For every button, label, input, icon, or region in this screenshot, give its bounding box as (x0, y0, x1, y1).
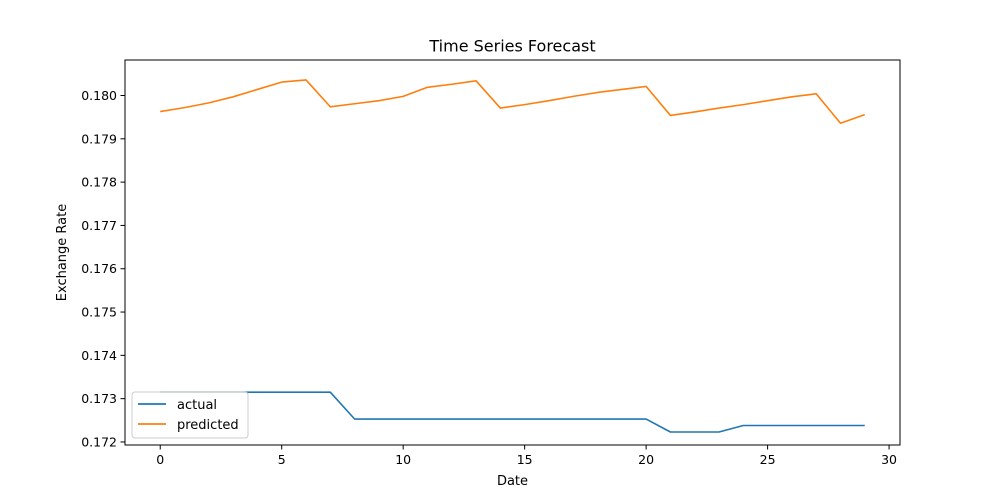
y-tick-label: 0.172 (81, 434, 117, 449)
axes-frame (124, 59, 901, 446)
legend-label-predicted: predicted (177, 418, 239, 433)
series-line-actual (160, 391, 865, 433)
x-tick-label: 30 (881, 452, 897, 467)
x-tick-label: 10 (395, 452, 411, 467)
x-tick-label: 5 (278, 452, 286, 467)
legend: actual predicted (131, 391, 249, 439)
plot-area (160, 79, 866, 433)
y-axis-label: Exchange Rate (55, 204, 70, 301)
x-tick-label: 20 (638, 452, 654, 467)
y-tick-label: 0.177 (81, 218, 117, 233)
legend-label-actual: actual (177, 398, 217, 413)
y-tick-label: 0.175 (81, 305, 117, 320)
series-line-predicted (160, 79, 866, 125)
y-tick-label: 0.178 (81, 175, 117, 190)
y-tick-label: 0.180 (81, 88, 117, 103)
y-tick-label: 0.179 (81, 131, 117, 146)
x-tick-label: 25 (760, 452, 776, 467)
x-tick-label: 15 (517, 452, 533, 467)
x-axis: 0 5 10 15 20 25 30 (156, 445, 897, 467)
y-tick-label: 0.174 (81, 348, 117, 363)
chart-title: Time Series Forecast (428, 37, 595, 56)
x-axis-label: Date (497, 474, 528, 489)
y-tick-label: 0.176 (81, 261, 117, 276)
x-tick-label: 0 (156, 452, 164, 467)
y-tick-label: 0.173 (81, 391, 117, 406)
y-axis: 0.172 0.173 0.174 0.175 0.176 0.177 0.178 0.179… (81, 88, 125, 449)
